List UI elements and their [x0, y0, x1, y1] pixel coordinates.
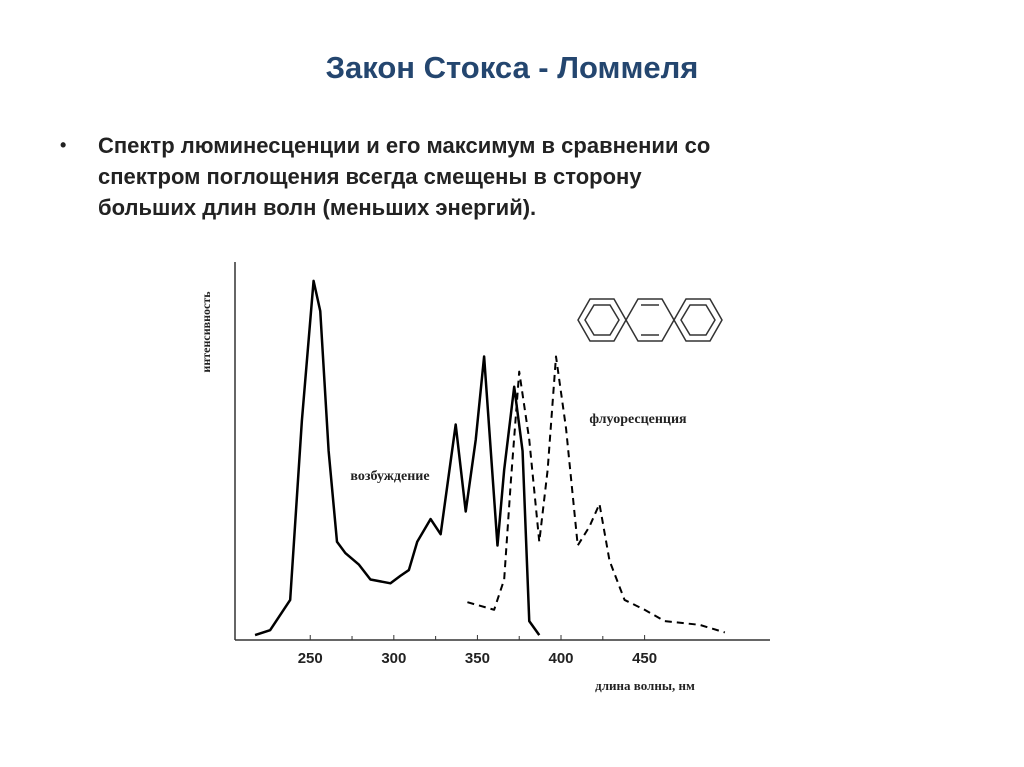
x-tick-label: 300	[381, 650, 406, 667]
x-axis-label: длина волны, нм	[595, 678, 695, 693]
anthracene-structure	[577, 298, 723, 342]
bullet-line: спектром поглощения всегда смещены в сто…	[98, 164, 642, 189]
bullet-line: больших длин волн (меньших энергий).	[98, 195, 537, 220]
series-line	[467, 355, 726, 634]
series-label: флуоресценция	[589, 412, 687, 427]
x-tick-label: 350	[465, 650, 490, 667]
x-tick-label: 250	[298, 650, 323, 667]
x-tick-label: 450	[632, 650, 657, 667]
y-axis-label: интенсивность	[199, 291, 213, 373]
series-line	[254, 279, 541, 637]
bullet-line: Спектр люминесценции и его максимум в ср…	[98, 133, 711, 158]
series-label: возбуждение	[350, 469, 429, 484]
x-tick-label: 400	[549, 650, 574, 667]
slide-title: Закон Стокса - Ломмеля	[325, 50, 699, 85]
bullet-dot: •	[60, 135, 67, 155]
bullet: • Спектр люминесценции и его максимум в …	[60, 130, 710, 223]
bullet-text: Спектр люминесценции и его максимум в ср…	[98, 130, 710, 223]
